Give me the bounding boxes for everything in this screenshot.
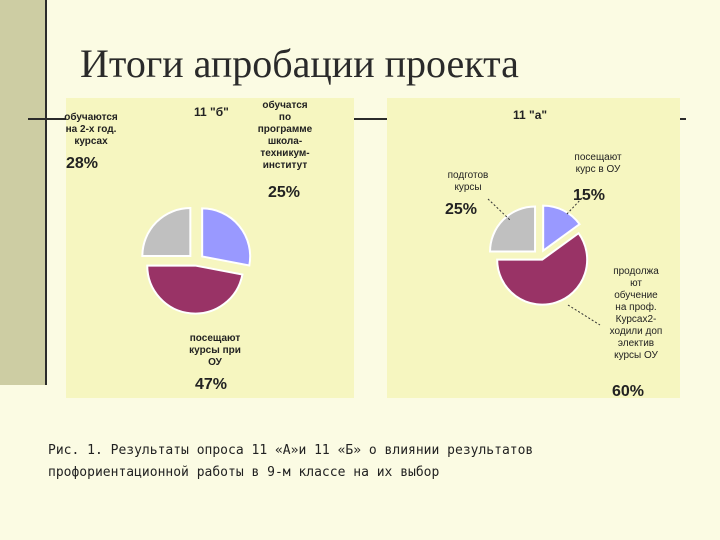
slide-title: Итоги апробации проекта (80, 41, 519, 86)
pie-slice-1 (489, 205, 537, 253)
slice-value-3: 47% (195, 376, 228, 393)
caption-line-1: Рис. 1. Результаты опроса 11 «А»и 11 «Б»… (48, 443, 534, 458)
leader-line (567, 304, 601, 326)
slice-value-2: 25% (268, 184, 301, 201)
leader-line (487, 198, 511, 221)
slice-label-2: посещают курс в ОУ (574, 152, 622, 175)
slice-label-3: продолжа ют обучение на проф. Курсах2- х… (609, 266, 663, 361)
slice-value-3: 60% (612, 383, 645, 400)
side-decor-line (45, 0, 47, 385)
slice-label-2: обучатся по программе школа- техникум- и… (257, 100, 313, 171)
caption-line-2: профориентационной работы в 9-м классе н… (48, 465, 440, 480)
slice-value-1: 28% (66, 155, 99, 172)
side-decor-bar (0, 0, 45, 385)
title-rule-right (676, 118, 686, 120)
pie-slice-2 (141, 207, 192, 258)
pie-11b (141, 207, 252, 315)
pie-slice-3 (496, 231, 589, 306)
title-rule-mid (350, 118, 390, 120)
pie-slice-3 (146, 264, 244, 315)
pie-11a (489, 204, 589, 306)
pie-slice-1 (201, 207, 252, 267)
slice-label-1: подготов курсы (447, 170, 489, 193)
pie-slice-2 (542, 204, 581, 253)
title-rule-left (28, 118, 68, 120)
slice-label-3: посещают курсы при ОУ (189, 333, 241, 368)
chart-title: 11 "б" (194, 105, 229, 119)
slice-label-1: обучаются на 2-х год. курсах (64, 112, 118, 147)
chart-title: 11 "а" (513, 108, 548, 122)
figure-caption: Рис. 1. Результаты опроса 11 «А»и 11 «Б»… (48, 440, 648, 484)
slice-value-1: 25% (445, 201, 478, 218)
